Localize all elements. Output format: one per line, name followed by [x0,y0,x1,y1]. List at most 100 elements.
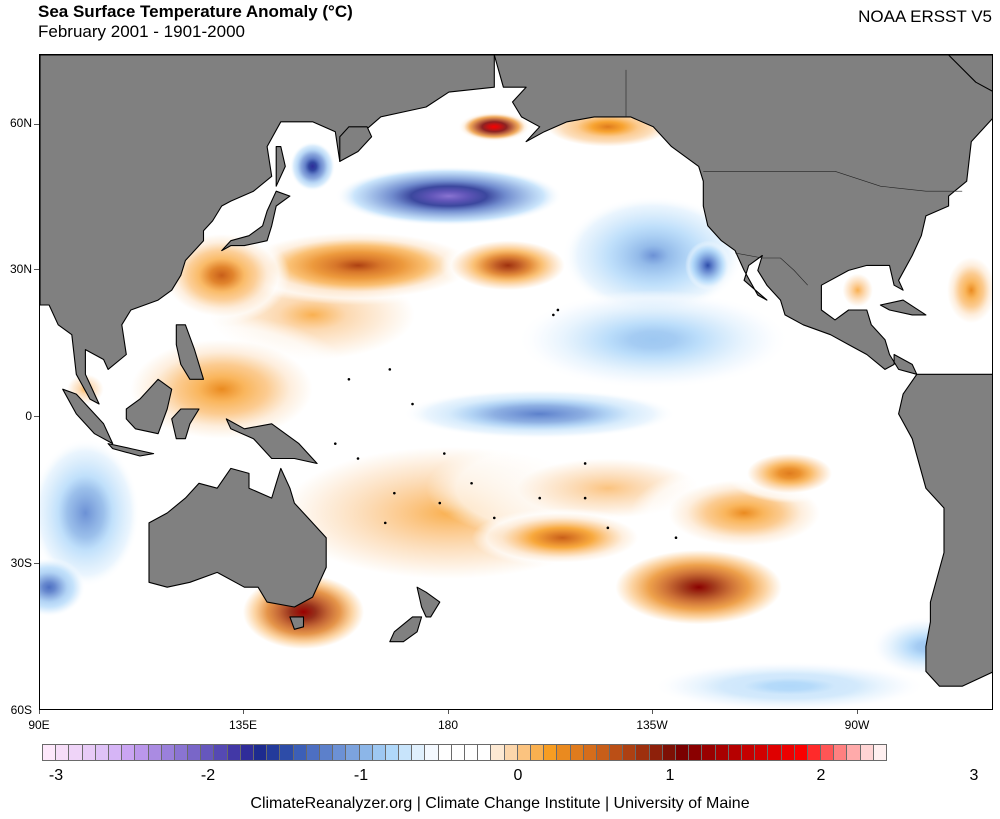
land-layer [40,55,992,687]
landmass-sumatra [62,388,114,445]
colorbar-swatch [384,744,400,761]
colorbar-swatch [345,744,360,761]
colorbar-label: 0 [513,767,523,784]
y-tick-label: 60S [10,703,32,717]
anomaly-region-bering-warm [457,111,531,142]
island-marker [492,516,496,520]
anomaly-region-tropical-cool [517,290,790,390]
colorbar-swatch [609,744,624,761]
x-tick-label: 90E [28,718,50,732]
colorbar-swatch [424,744,439,761]
landmass-nz-north [416,586,441,618]
colorbar-swatch [332,744,347,761]
colorbar-swatch [292,744,307,761]
island-marker [606,526,610,530]
y-tick [34,563,39,564]
anomaly-region-np-warm-core [439,235,577,296]
colorbar-swatch [780,744,795,761]
colorbar-swatch [503,744,518,761]
island-marker [393,491,396,495]
colorbar-swatch [754,744,769,761]
colorbar-swatch [134,744,149,761]
island-marker [556,308,560,312]
island-marker [411,402,414,406]
colorbar-swatch [529,744,545,761]
colorbar-label: 3 [969,767,979,784]
colorbar-swatch [213,744,228,761]
colorbar-swatch [68,744,83,761]
anomaly-region-gulf-of-mexico-warm [835,265,881,315]
colorbar-label: -3 [48,767,64,784]
landmass-kamchatka [339,126,373,162]
colorbar-swatch [622,744,637,761]
colorbar-swatch [279,744,294,761]
colorbar-swatch [358,744,373,761]
colorbar-swatch [200,744,215,761]
anomaly-region-warm-pool [85,314,358,464]
landmass-korea-japan [221,190,291,252]
colorbar-swatch [55,744,70,761]
x-tick [857,710,858,714]
landmass-philippines [175,324,205,380]
x-tick-label: 135E [228,718,258,732]
landmass-nz-south [389,616,423,643]
colorbar-swatch [81,744,96,761]
island-marker [470,481,473,485]
colorbar-swatch [688,744,703,761]
anomaly-region-okhotsk-cold [289,141,336,192]
island-marker [347,377,351,381]
colorbar-swatch [859,744,874,761]
colorbar-swatch [371,744,386,761]
colorbar-swatch [121,744,136,761]
anomaly-region-ne-pacific-cool-core [685,240,731,291]
colorbar-swatch [173,744,189,761]
colorbar-swatch [740,744,756,761]
colorbar-swatch [648,744,663,761]
landmass-tasmania [289,616,305,630]
colorbar-swatch [437,744,452,761]
colorbar-swatch [820,744,835,761]
anomaly-region-indian-cool-south [40,557,86,617]
colorbar-swatch [635,744,650,761]
y-tick-label: 30N [9,262,32,276]
landmass-sakhalin [275,146,286,187]
anomaly-region-east-indian-cool [40,438,140,588]
x-tick-label: 180 [437,718,459,732]
landmass-greenland-edge [948,55,992,92]
island-marker [538,496,542,500]
colorbar-label: 1 [665,767,675,784]
colorbar-swatch [477,744,492,761]
colorbar-swatch [266,744,281,761]
island-marker [443,452,446,455]
colorbar-swatch [767,744,782,761]
colorbar-swatch [543,744,558,761]
chart-title: Sea Surface Temperature Anomaly (°C) [38,2,353,21]
colorbar-swatch [318,744,334,761]
anomaly-region-atlantic-warm [934,240,992,340]
island-marker [674,536,678,540]
landmass-java [107,443,155,457]
sst-anomaly-map [40,55,992,709]
colorbar-label: -1 [353,767,369,784]
y-tick [34,269,39,270]
landmass-new-guinea [225,418,318,465]
landmass-borneo [125,378,173,435]
landmass-sulawesi [171,408,200,440]
colorbar-label: -2 [200,767,216,784]
colorbar-swatch [253,744,268,761]
colorbar-swatch [806,744,822,761]
colorbar-swatch [411,744,426,761]
y-tick-label: 30S [10,556,32,570]
colorbar-swatch [675,744,690,761]
chart-subtitle: February 2001 - 1901-2000 [38,22,245,41]
colorbar-swatch [187,744,202,761]
colorbar-swatch [727,744,742,761]
colorbar-swatch [556,744,571,761]
y-tick [34,124,39,125]
dataset-label: NOAA ERSST V5 [858,7,992,26]
landmass-cuba [879,299,927,316]
island-marker [356,457,360,460]
political-border [735,252,808,286]
x-tick [243,710,244,714]
island-marker [583,462,587,465]
